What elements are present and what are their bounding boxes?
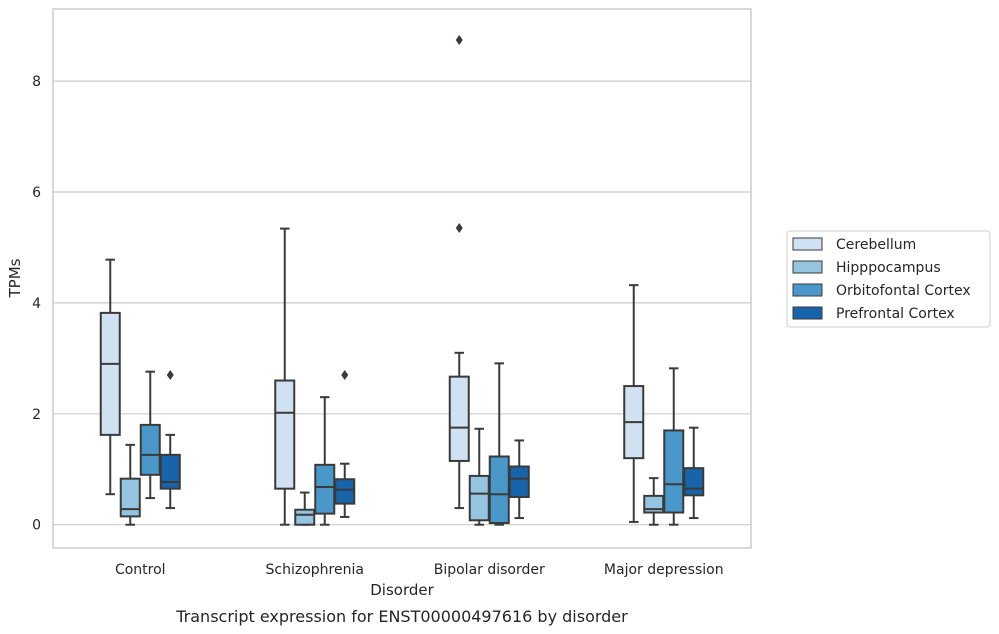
plot-marks bbox=[99, 35, 705, 526]
box-body bbox=[99, 311, 121, 436]
box-prefrontal-cortex-schizophrenia bbox=[334, 369, 356, 518]
x-tick-labels: Control Schizophrenia Bipolar disorder Majo… bbox=[115, 562, 724, 578]
x-tick-label-control: Control bbox=[115, 562, 166, 578]
y-tick-labels: 0 2 4 6 8 bbox=[32, 74, 41, 534]
box-prefrontal-cortex-bipolar-disorder bbox=[508, 439, 530, 520]
box-body bbox=[488, 455, 510, 525]
x-tick-label-bipolar-disorder: Bipolar disorder bbox=[434, 562, 545, 578]
box-cerebellum-schizophrenia bbox=[274, 227, 296, 526]
box-body bbox=[683, 467, 705, 497]
legend: Cerebellum Hipppocampus Orbitofontal Corte… bbox=[786, 230, 991, 328]
box-cerebellum-control bbox=[99, 258, 121, 496]
y-tick-label-2: 2 bbox=[32, 407, 41, 423]
box-body bbox=[334, 478, 356, 505]
x-tick-label-major-depression: Major depression bbox=[604, 562, 724, 578]
legend-label-hipppocampus: Hipppocampus bbox=[836, 260, 941, 276]
y-tick-label-0: 0 bbox=[32, 518, 41, 534]
box-orbitofontal-cortex-major-depression bbox=[663, 367, 685, 526]
box-body bbox=[294, 508, 316, 526]
box-prefrontal-cortex-major-depression bbox=[683, 426, 705, 520]
x-axis-title: Disorder bbox=[370, 581, 434, 599]
legend-frame bbox=[786, 230, 991, 328]
box-body bbox=[508, 465, 530, 498]
legend-swatch-prefrontal-cortex bbox=[792, 306, 823, 320]
legend-label-cerebellum: Cerebellum bbox=[836, 237, 916, 253]
outlier-point bbox=[455, 223, 463, 234]
box-hipppocampus-control bbox=[119, 443, 141, 526]
box-hipppocampus-schizophrenia bbox=[294, 491, 316, 526]
plot-frame bbox=[52, 8, 752, 549]
box-hipppocampus-major-depression bbox=[643, 477, 665, 526]
box-body bbox=[663, 429, 685, 514]
box-body bbox=[159, 453, 181, 490]
legend-swatch-cerebellum bbox=[792, 237, 823, 251]
outlier-point bbox=[455, 35, 463, 46]
box-orbitofontal-cortex-schizophrenia bbox=[314, 396, 336, 526]
box-orbitofontal-cortex-control bbox=[139, 370, 161, 500]
x-tick-label-schizophrenia: Schizophrenia bbox=[266, 562, 364, 578]
box-hipppocampus-bipolar-disorder bbox=[468, 427, 490, 526]
outlier-point bbox=[166, 369, 174, 380]
y-axis-title: TPMs bbox=[6, 258, 24, 298]
box-prefrontal-cortex-control bbox=[159, 369, 181, 510]
legend-swatch-hipppocampus bbox=[792, 260, 823, 274]
box-body bbox=[314, 463, 336, 515]
box-body bbox=[119, 477, 141, 518]
box-orbitofontal-cortex-bipolar-disorder bbox=[488, 362, 510, 526]
y-tick-label-4: 4 bbox=[32, 296, 41, 312]
legend-swatch-orbitofontal-cortex bbox=[792, 283, 823, 297]
y-tick-label-6: 6 bbox=[32, 185, 41, 201]
box-cerebellum-bipolar-disorder bbox=[448, 35, 470, 510]
y-tick-label-8: 8 bbox=[32, 74, 41, 90]
box-body bbox=[468, 474, 490, 522]
box-cerebellum-major-depression bbox=[623, 284, 645, 523]
box-body bbox=[139, 423, 161, 476]
outlier-point bbox=[341, 369, 349, 380]
legend-label-orbitofontal-cortex: Orbitofontal Cortex bbox=[836, 283, 971, 299]
box-body bbox=[274, 379, 296, 490]
legend-label-prefrontal-cortex: Prefrontal Cortex bbox=[836, 306, 955, 322]
figure-caption: Transcript expression for ENST0000049761… bbox=[175, 607, 628, 626]
box-body bbox=[448, 375, 470, 462]
